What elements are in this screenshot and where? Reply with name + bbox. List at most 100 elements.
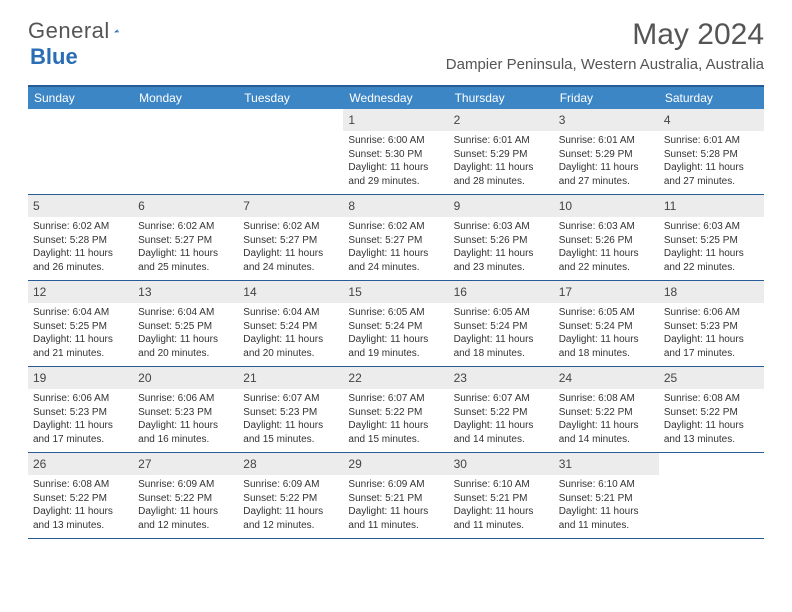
day-number-bar: 24 <box>554 367 659 389</box>
day-number-bar: 18 <box>659 281 764 303</box>
day-cell: 6Sunrise: 6:02 AMSunset: 5:27 PMDaylight… <box>133 195 238 280</box>
day-details: Sunrise: 6:05 AMSunset: 5:24 PMDaylight:… <box>559 306 654 360</box>
day-cell: 29Sunrise: 6:09 AMSunset: 5:21 PMDayligh… <box>343 453 448 538</box>
day-number: 18 <box>664 285 677 299</box>
day-details: Sunrise: 6:03 AMSunset: 5:25 PMDaylight:… <box>664 220 759 274</box>
logo-triangle-icon <box>114 22 119 40</box>
day-number: 30 <box>454 457 467 471</box>
day-cell: 7 Sunrise: 6:02 AMSunset: 5:27 PMDaylight… <box>238 195 343 280</box>
weekday-header: Tuesday <box>238 87 343 109</box>
day-cell: 10Sunrise: 6:03 AMSunset: 5:26 PMDayligh… <box>554 195 659 280</box>
day-cell: 9 Sunrise: 6:03 AMSunset: 5:26 PMDaylight… <box>449 195 554 280</box>
day-number: 28 <box>243 457 256 471</box>
weeks-container: 1 Sunrise: 6:00 AMSunset: 5:30 PMDaylight… <box>28 109 764 539</box>
day-cell: 26Sunrise: 6:08 AMSunset: 5:22 PMDayligh… <box>28 453 133 538</box>
day-cell <box>28 109 133 194</box>
day-number-bar: 27 <box>133 453 238 475</box>
day-number-bar: 21 <box>238 367 343 389</box>
day-details: Sunrise: 6:08 AMSunset: 5:22 PMDaylight:… <box>559 392 654 446</box>
day-number: 14 <box>243 285 256 299</box>
day-number: 7 <box>243 199 250 213</box>
day-details: Sunrise: 6:03 AMSunset: 5:26 PMDaylight:… <box>559 220 654 274</box>
day-details: Sunrise: 6:05 AMSunset: 5:24 PMDaylight:… <box>348 306 443 360</box>
day-details: Sunrise: 6:03 AMSunset: 5:26 PMDaylight:… <box>454 220 549 274</box>
logo: General <box>28 18 140 44</box>
day-number: 29 <box>348 457 361 471</box>
day-number: 1 <box>348 113 355 127</box>
day-details: Sunrise: 6:09 AMSunset: 5:22 PMDaylight:… <box>138 478 233 532</box>
day-cell: 1 Sunrise: 6:00 AMSunset: 5:30 PMDaylight… <box>343 109 448 194</box>
weekday-header: Sunday <box>28 87 133 109</box>
day-cell: 19Sunrise: 6:06 AMSunset: 5:23 PMDayligh… <box>28 367 133 452</box>
location-subtitle: Dampier Peninsula, Western Australia, Au… <box>446 56 764 73</box>
title-block: May 2024 Dampier Peninsula, Western Aust… <box>446 18 764 73</box>
day-number: 22 <box>348 371 361 385</box>
day-cell: 14 Sunrise: 6:04 AMSunset: 5:24 PMDayligh… <box>238 281 343 366</box>
day-number: 5 <box>33 199 40 213</box>
day-number-bar: 29 <box>343 453 448 475</box>
calendar: SundayMondayTuesdayWednesdayThursdayFrid… <box>28 85 764 539</box>
day-details: Sunrise: 6:02 AMSunset: 5:27 PMDaylight:… <box>348 220 443 274</box>
day-cell: 13Sunrise: 6:04 AMSunset: 5:25 PMDayligh… <box>133 281 238 366</box>
day-cell: 20 Sunrise: 6:06 AMSunset: 5:23 PMDayligh… <box>133 367 238 452</box>
day-details: Sunrise: 6:02 AMSunset: 5:28 PMDaylight:… <box>33 220 128 274</box>
week-row: 26Sunrise: 6:08 AMSunset: 5:22 PMDayligh… <box>28 453 764 539</box>
day-number: 4 <box>664 113 671 127</box>
day-number-bar: 31 <box>554 453 659 475</box>
day-details: Sunrise: 6:00 AMSunset: 5:30 PMDaylight:… <box>348 134 443 188</box>
day-cell <box>659 453 764 538</box>
day-details: Sunrise: 6:06 AMSunset: 5:23 PMDaylight:… <box>138 392 233 446</box>
day-details: Sunrise: 6:10 AMSunset: 5:21 PMDaylight:… <box>559 478 654 532</box>
day-number: 16 <box>454 285 467 299</box>
day-number-bar: 22 <box>343 367 448 389</box>
day-details: Sunrise: 6:07 AMSunset: 5:22 PMDaylight:… <box>348 392 443 446</box>
day-details: Sunrise: 6:02 AMSunset: 5:27 PMDaylight:… <box>138 220 233 274</box>
day-number: 20 <box>138 371 151 385</box>
day-number: 27 <box>138 457 151 471</box>
weekday-header: Saturday <box>659 87 764 109</box>
day-cell: 15Sunrise: 6:05 AMSunset: 5:24 PMDayligh… <box>343 281 448 366</box>
week-row: 19Sunrise: 6:06 AMSunset: 5:23 PMDayligh… <box>28 367 764 453</box>
day-number: 31 <box>559 457 572 471</box>
day-number-bar: 4 <box>659 109 764 131</box>
day-number: 23 <box>454 371 467 385</box>
day-cell: 16Sunrise: 6:05 AMSunset: 5:24 PMDayligh… <box>449 281 554 366</box>
logo-text-blue: Blue <box>30 44 78 70</box>
day-cell: 27 Sunrise: 6:09 AMSunset: 5:22 PMDayligh… <box>133 453 238 538</box>
day-cell <box>238 109 343 194</box>
day-details: Sunrise: 6:08 AMSunset: 5:22 PMDaylight:… <box>664 392 759 446</box>
day-cell: 30Sunrise: 6:10 AMSunset: 5:21 PMDayligh… <box>449 453 554 538</box>
day-number-bar: 23 <box>449 367 554 389</box>
logo-text-general: General <box>28 18 110 44</box>
month-title: May 2024 <box>446 18 764 52</box>
day-cell: 4 Sunrise: 6:01 AMSunset: 5:28 PMDaylight… <box>659 109 764 194</box>
day-cell: 2Sunrise: 6:01 AMSunset: 5:29 PMDaylight… <box>449 109 554 194</box>
day-cell: 28 Sunrise: 6:09 AMSunset: 5:22 PMDayligh… <box>238 453 343 538</box>
weekday-header: Monday <box>133 87 238 109</box>
day-number-bar: 12 <box>28 281 133 303</box>
day-cell: 22 Sunrise: 6:07 AMSunset: 5:22 PMDayligh… <box>343 367 448 452</box>
day-details: Sunrise: 6:04 AMSunset: 5:24 PMDaylight:… <box>243 306 338 360</box>
day-cell: 5 Sunrise: 6:02 AMSunset: 5:28 PMDaylight… <box>28 195 133 280</box>
day-number: 11 <box>664 199 676 213</box>
day-details: Sunrise: 6:04 AMSunset: 5:25 PMDaylight:… <box>33 306 128 360</box>
day-number: 26 <box>33 457 46 471</box>
day-number: 25 <box>664 371 677 385</box>
day-number-bar: 26 <box>28 453 133 475</box>
day-cell: 18Sunrise: 6:06 AMSunset: 5:23 PMDayligh… <box>659 281 764 366</box>
day-number-bar: 3 <box>554 109 659 131</box>
day-details: Sunrise: 6:01 AMSunset: 5:28 PMDaylight:… <box>664 134 759 188</box>
weekday-header: Thursday <box>449 87 554 109</box>
week-row: 1 Sunrise: 6:00 AMSunset: 5:30 PMDaylight… <box>28 109 764 195</box>
day-number-bar: 9 <box>449 195 554 217</box>
day-details: Sunrise: 6:09 AMSunset: 5:22 PMDaylight:… <box>243 478 338 532</box>
day-number-bar: 5 <box>28 195 133 217</box>
day-number-bar: 19 <box>28 367 133 389</box>
day-details: Sunrise: 6:02 AMSunset: 5:27 PMDaylight:… <box>243 220 338 274</box>
weekday-header: Friday <box>554 87 659 109</box>
day-number-bar: 25 <box>659 367 764 389</box>
day-number: 9 <box>454 199 461 213</box>
day-number: 3 <box>559 113 566 127</box>
day-cell: 25 Sunrise: 6:08 AMSunset: 5:22 PMDayligh… <box>659 367 764 452</box>
day-number-bar: 28 <box>238 453 343 475</box>
